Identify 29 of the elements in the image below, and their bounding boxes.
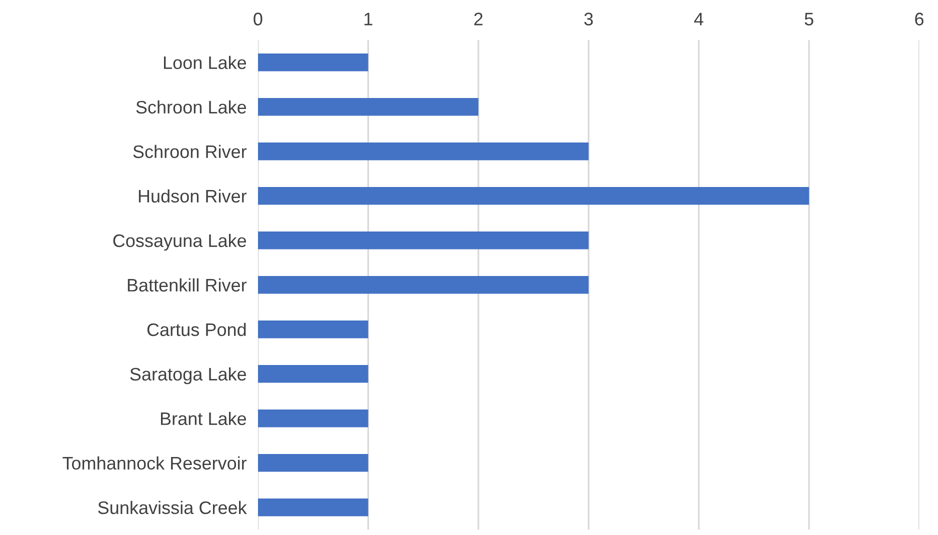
y-tick-label: Hudson River: [138, 189, 247, 203]
y-tick-label: Brant Lake: [161, 412, 246, 426]
y-tick-label: Cartus Pond: [147, 322, 246, 336]
y-tick-label: Schroon River: [133, 144, 247, 158]
x-tick-label: 1: [364, 12, 372, 26]
y-tick-label: Sunkavissia Creek: [98, 500, 247, 514]
y-tick-label: Cossayuna Lake: [113, 234, 246, 251]
bar: [258, 454, 368, 472]
x-tick-label: 6: [915, 12, 924, 26]
y-tick-label: Saratoga Lake: [130, 367, 246, 384]
bar: [258, 320, 368, 338]
x-tick-label: 5: [804, 12, 814, 26]
bar: [258, 142, 589, 160]
bar: [258, 498, 368, 516]
bar: [258, 53, 368, 72]
bar: [258, 231, 589, 250]
y-tick-label: Tomhannock Reservoir: [62, 456, 247, 470]
x-tick-label: 2: [474, 12, 482, 26]
x-tick-label: 4: [694, 12, 704, 26]
bar: [258, 276, 589, 294]
bar: [258, 364, 368, 383]
x-tick-label: 0: [254, 12, 262, 26]
y-tick-label: Schroon Lake: [136, 100, 246, 114]
y-tick-label: Loon Lake: [164, 56, 246, 70]
y-tick-label: Battenkill River: [128, 278, 247, 292]
bar: [258, 409, 368, 428]
bar: [258, 98, 478, 116]
x-tick-label: 3: [584, 12, 593, 26]
bar: [258, 186, 810, 205]
